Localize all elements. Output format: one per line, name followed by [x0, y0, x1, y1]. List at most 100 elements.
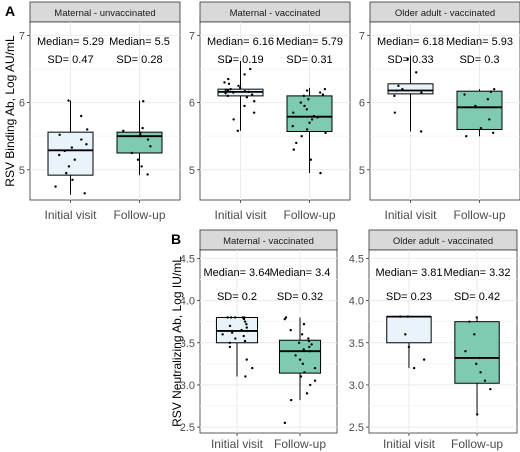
data-point [289, 328, 292, 332]
data-point [243, 73, 246, 76]
facet-title: Older adult - vaccinated [393, 236, 493, 247]
box-initial-visit: Median= 6.18 SD= 0.33 [377, 36, 444, 133]
sd-annotation: SD= 0.32 [277, 291, 323, 303]
data-point [393, 94, 396, 98]
data-point [308, 349, 312, 353]
data-point [399, 315, 402, 318]
y-tick-label: 2.5 [349, 422, 364, 434]
data-point [253, 100, 256, 103]
data-point [492, 87, 496, 91]
x-tick-label: Follow-up [451, 437, 503, 451]
data-point [221, 333, 224, 336]
box-follow-up: Median= 5.93 SD= 0.3 [446, 36, 513, 138]
data-point [302, 323, 306, 326]
facet-panel: Maternal - unvaccinated 5 6 7 Median= 5.29 SD… [19, 1, 181, 222]
median-annotation: Median= 3.4 [270, 267, 331, 279]
sd-annotation: SD= 0.31 [286, 54, 332, 66]
data-point [308, 121, 311, 124]
data-point [136, 158, 140, 161]
y-axis-label: RSV Neutralizing Ab, Log IU/mL [170, 256, 184, 427]
data-point [491, 131, 495, 135]
data-point [139, 131, 142, 135]
data-point [323, 87, 327, 91]
box-iqr [454, 321, 500, 384]
data-point [292, 148, 295, 151]
x-tick-label: Initial visit [44, 208, 97, 222]
data-point [238, 86, 242, 90]
data-point [302, 94, 306, 98]
data-point [63, 149, 66, 153]
data-point [79, 114, 83, 118]
data-point [228, 341, 231, 344]
median-annotation: Median= 3.64 [204, 267, 271, 279]
data-point [318, 91, 322, 94]
data-point [412, 366, 416, 370]
data-point [243, 89, 247, 93]
data-point [71, 178, 74, 182]
facet-title: Older adult - vaccinated [395, 8, 495, 19]
y-tick-label: 3.5 [349, 338, 364, 350]
data-point [489, 90, 493, 94]
data-point [406, 315, 410, 318]
data-point [308, 345, 311, 349]
data-point [246, 329, 249, 333]
data-point [232, 91, 235, 94]
data-point [305, 108, 309, 111]
data-point [295, 141, 298, 145]
data-point [247, 90, 250, 94]
data-point [224, 88, 227, 92]
data-point [313, 379, 317, 382]
data-point [309, 158, 313, 161]
data-point [415, 71, 418, 74]
data-point [80, 138, 83, 141]
data-point [245, 96, 249, 99]
x-tick-label: Initial visit [383, 437, 436, 451]
data-point [307, 337, 310, 340]
box-iqr [286, 95, 333, 132]
data-point [297, 341, 301, 344]
facet-panel: Maternal - vaccinated 2.5 3.0 3.5 4.0 4.5 Medi… [180, 229, 338, 451]
y-tick-label: 5 [359, 165, 365, 177]
data-point [240, 328, 243, 332]
y-tick-label: 7 [19, 30, 25, 42]
data-point [401, 87, 404, 91]
data-point [464, 349, 467, 353]
box-iqr [47, 131, 94, 176]
median-annotation: Median= 5.79 [276, 36, 343, 48]
data-point [146, 173, 149, 176]
data-point [479, 126, 483, 130]
data-point [477, 356, 481, 360]
data-point [479, 371, 482, 374]
box-iqr [387, 83, 434, 95]
sd-annotation: SD= 0.3 [459, 54, 499, 66]
data-point [324, 131, 327, 135]
data-point [397, 84, 400, 88]
data-point [419, 130, 423, 133]
y-tick-label: 4.0 [180, 296, 195, 308]
data-point [310, 343, 313, 346]
y-axis-label: RSV Binding Ab, Log AU/mL [3, 35, 17, 187]
data-point [140, 165, 143, 168]
box-follow-up: Median= 3.4 SD= 0.32 [270, 267, 331, 425]
data-point [241, 316, 245, 319]
data-point [252, 111, 256, 114]
data-point [298, 358, 302, 361]
box-initial-visit: Median= 3.64 SD= 0.2 [204, 267, 271, 378]
data-point [463, 93, 466, 96]
data-point [226, 94, 229, 98]
data-point [283, 317, 286, 321]
median-annotation: Median= 3.32 [444, 267, 511, 279]
data-point [227, 82, 231, 85]
data-point [70, 146, 74, 149]
data-point [232, 118, 235, 121]
facet-title: Maternal - vaccinated [223, 236, 314, 247]
data-point [468, 320, 471, 323]
data-point [139, 133, 142, 137]
data-point [303, 371, 306, 374]
data-point [395, 89, 398, 92]
x-tick-label: Follow-up [113, 208, 165, 222]
facet-panel: Older adult - vaccinated 5 6 7 Median= 6.18 S… [359, 1, 520, 222]
data-point [223, 81, 226, 84]
data-point [321, 93, 325, 96]
